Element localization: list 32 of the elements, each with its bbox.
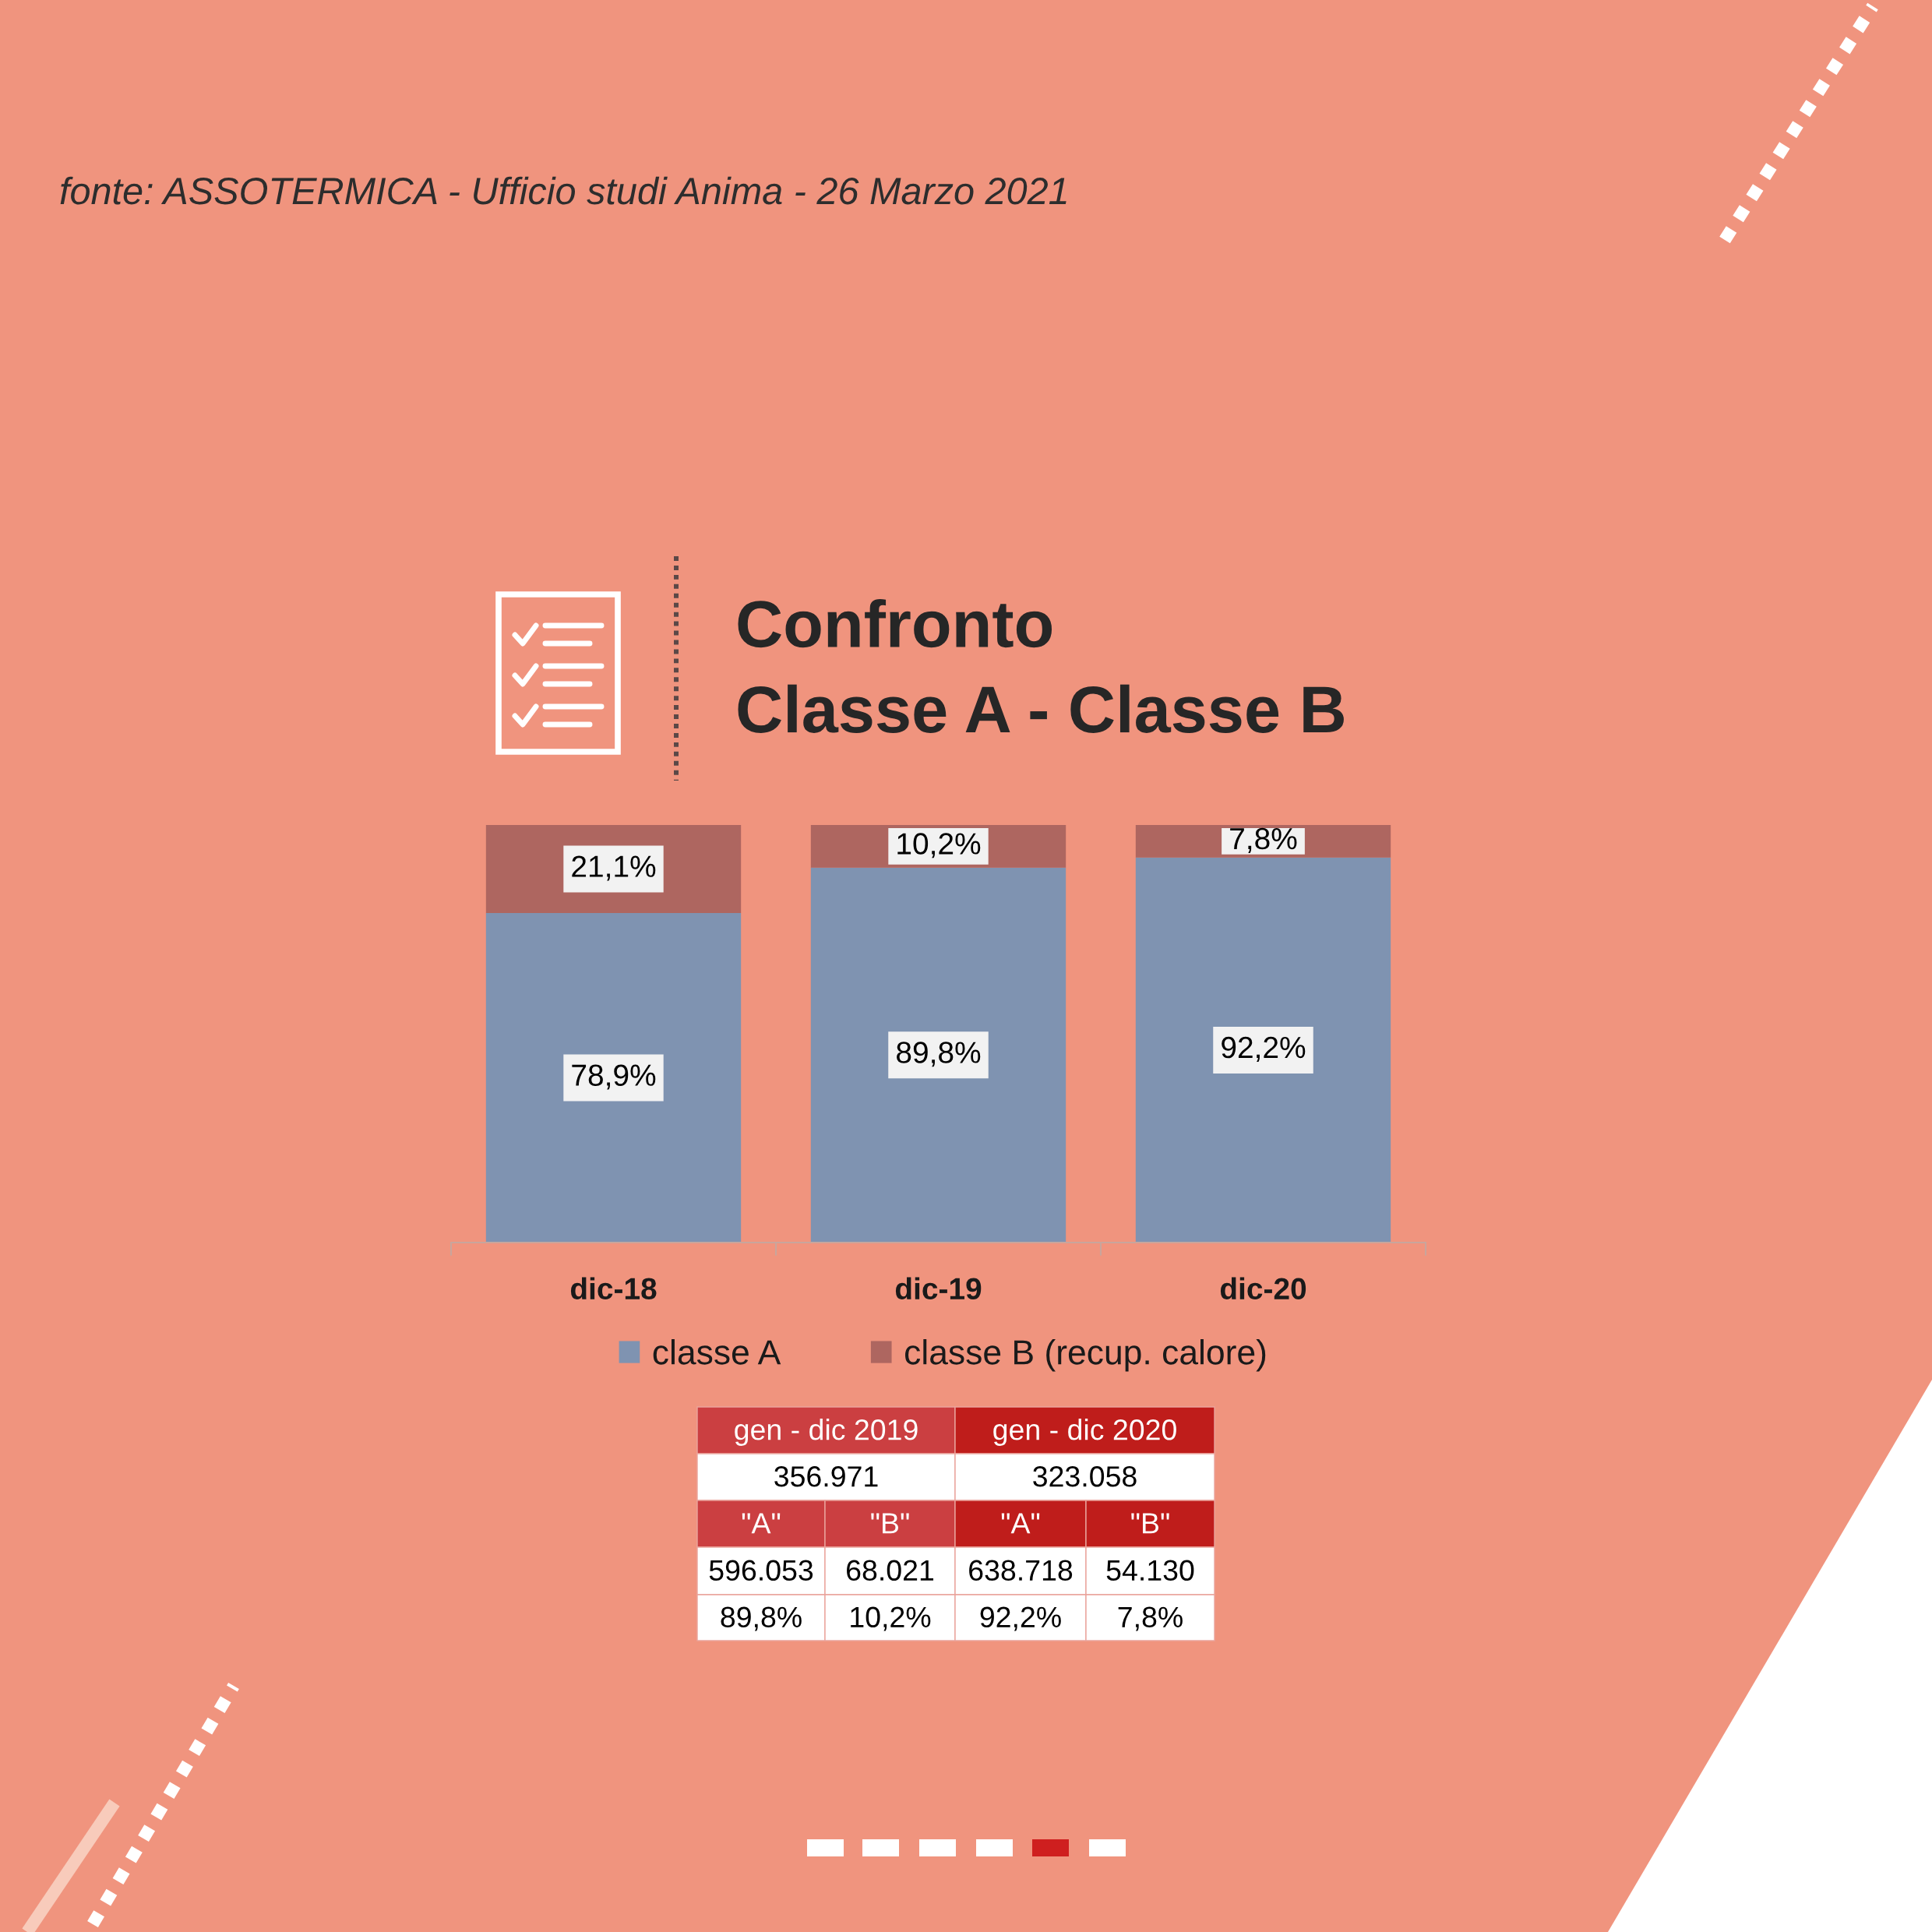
text: "B" [1131, 1513, 1169, 1534]
legend-label: classe A [653, 1339, 781, 1365]
data-label: 92,2% [1222, 1036, 1306, 1062]
x-tick-label: dic-19 [895, 1277, 982, 1300]
data-label: 89,8% [897, 1042, 981, 1067]
x-tick-label: dic-18 [570, 1277, 657, 1300]
bar [485, 913, 742, 1243]
bar [1135, 857, 1391, 1243]
text: gen - dic 2019 [735, 1419, 918, 1446]
text: "A" [1001, 1513, 1040, 1534]
text: 92,2% [980, 1606, 1061, 1631]
x-tick-label: dic-20 [1220, 1277, 1306, 1300]
text: "A" [742, 1513, 781, 1534]
text: 10,2% [851, 1606, 931, 1631]
text: "B" [871, 1513, 909, 1534]
text: 7,8% [1118, 1606, 1183, 1631]
text: gen - dic 2020 [993, 1419, 1176, 1446]
bar [810, 867, 1066, 1243]
text: 323.058 [1033, 1465, 1137, 1487]
text: 54.130 [1106, 1560, 1194, 1581]
data-label: 78,9% [572, 1064, 656, 1090]
chart-title: Confronto Classe A - Classe B [738, 599, 1344, 733]
legend-label: classe B (recup. calore) [905, 1339, 1266, 1372]
text: 68.021 [847, 1560, 934, 1581]
text: 638.718 [969, 1560, 1073, 1581]
data-label: 10,2% [897, 833, 981, 858]
data-label: 7,8% [1230, 827, 1297, 853]
source-note: fonte: ASSOTERMICA - Ufficio studi Anima - 26 Marzo 2021 [60, 176, 1066, 205]
text: 89,8% [721, 1606, 802, 1631]
text: 596.053 [709, 1560, 813, 1581]
data-label: 21,1% [572, 855, 656, 881]
text: 356.971 [774, 1465, 878, 1487]
